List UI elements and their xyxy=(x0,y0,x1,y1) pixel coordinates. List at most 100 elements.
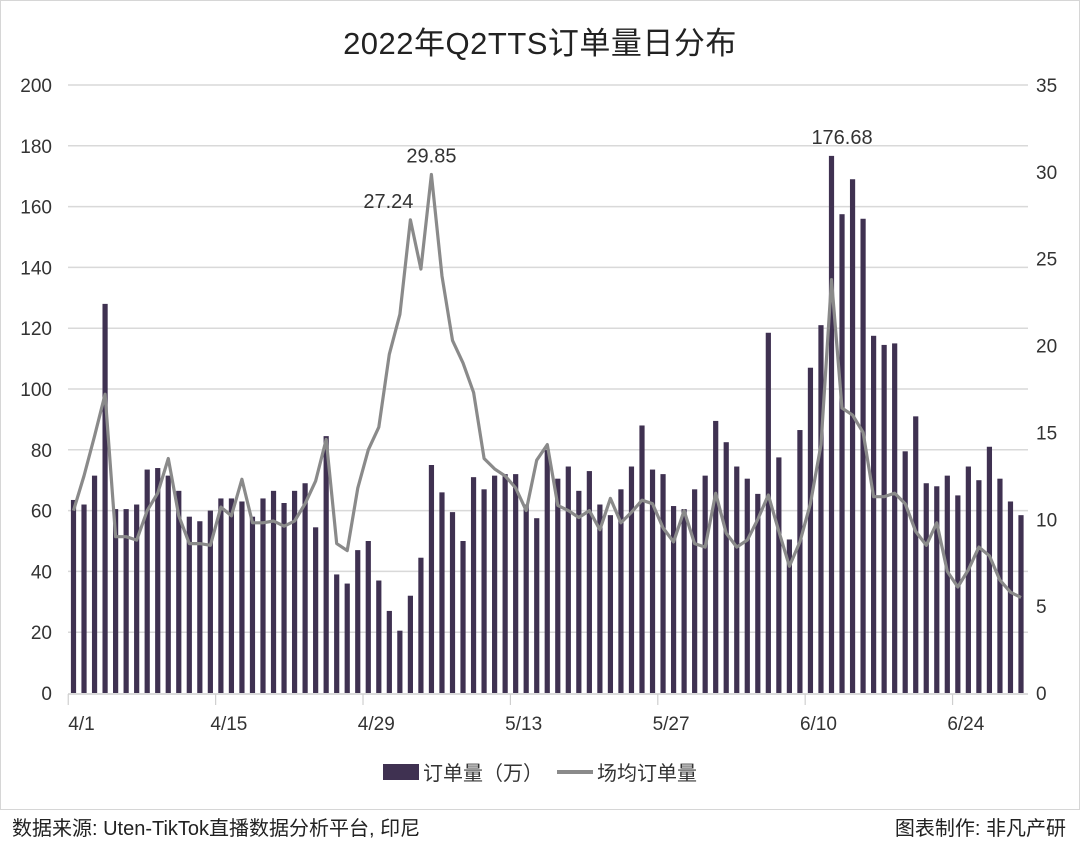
legend-label-avg-orders: 场均订单量 xyxy=(597,763,697,785)
data-label: 27.24 xyxy=(363,191,413,213)
bar xyxy=(249,516,256,693)
bar xyxy=(418,557,424,693)
bar xyxy=(618,489,624,693)
left-y-tick-label: 180 xyxy=(20,137,52,158)
data-annotations: 27.24 29.85 176.68 xyxy=(363,127,872,213)
bar xyxy=(639,425,645,693)
bar xyxy=(565,466,571,693)
bar xyxy=(976,480,982,693)
bar xyxy=(407,595,413,693)
bar xyxy=(207,510,213,693)
right-y-tick-label: 0 xyxy=(1036,684,1047,705)
bar xyxy=(597,504,603,693)
bar xyxy=(228,498,235,693)
right-y-tick-label: 35 xyxy=(1036,76,1057,97)
bar xyxy=(702,475,708,693)
chart-title: 2022年Q2TTS订单量日分布 xyxy=(343,26,737,61)
bar xyxy=(260,498,266,693)
bar xyxy=(449,512,456,693)
bar xyxy=(91,475,98,693)
bar xyxy=(902,451,908,693)
bar xyxy=(849,179,856,694)
bar xyxy=(544,449,550,693)
left-y-tick-label: 20 xyxy=(31,623,52,644)
bar xyxy=(397,630,403,693)
x-tick-label: 6/10 xyxy=(800,714,837,735)
bar xyxy=(807,367,814,693)
left-y-tick-label: 40 xyxy=(31,562,52,583)
bar xyxy=(176,490,182,693)
bar xyxy=(986,446,993,693)
bar xyxy=(270,490,277,693)
bar xyxy=(744,478,750,693)
bar xyxy=(344,583,350,693)
legend-item-orders: 订单量（万） xyxy=(383,757,543,786)
bar xyxy=(439,492,445,693)
bar xyxy=(755,493,761,693)
bar xyxy=(302,483,308,693)
x-axis: 4/1 4/15 4/29 5/13 5/27 6/10 6/24 xyxy=(67,693,1028,735)
bar xyxy=(934,486,940,693)
bar xyxy=(734,466,740,693)
bar xyxy=(502,474,508,693)
right-y-tick-label: 20 xyxy=(1036,337,1057,358)
bar xyxy=(470,477,477,693)
bar xyxy=(555,478,561,693)
bar xyxy=(239,501,245,693)
bar xyxy=(218,498,224,693)
bar xyxy=(860,218,866,693)
legend-item-avg-orders: 场均订单量 xyxy=(557,757,697,786)
data-label: 29.85 xyxy=(406,145,456,167)
bar xyxy=(839,214,845,693)
bar xyxy=(313,527,319,693)
bar xyxy=(523,504,529,693)
bar xyxy=(881,344,887,693)
x-tick-label: 4/15 xyxy=(210,714,247,735)
left-y-axis: 0 20 40 60 80 100 120 140 160 180 200 xyxy=(20,76,52,705)
left-y-tick-label: 80 xyxy=(31,441,52,462)
bar xyxy=(1018,515,1024,693)
right-y-tick-label: 25 xyxy=(1036,250,1057,271)
bar xyxy=(723,442,729,693)
bar xyxy=(586,471,592,693)
bar xyxy=(197,521,203,693)
data-source-note: 数据来源: Uten-TikTok直播数据分析平台, 印尼 xyxy=(12,818,421,840)
bar xyxy=(513,474,519,693)
bar-series-orders xyxy=(70,155,1024,694)
bar-swatch-icon xyxy=(383,763,419,780)
left-y-tick-label: 120 xyxy=(20,319,52,340)
bar xyxy=(428,465,435,693)
bar xyxy=(386,610,392,693)
bar xyxy=(281,503,287,693)
right-y-tick-label: 15 xyxy=(1036,423,1057,444)
bar xyxy=(818,325,824,693)
bar xyxy=(649,469,656,693)
x-tick-label: 5/27 xyxy=(653,714,690,735)
bar xyxy=(291,490,298,693)
bar xyxy=(765,332,771,693)
x-tick-label: 4/1 xyxy=(68,714,94,735)
right-y-tick-label: 30 xyxy=(1036,163,1057,184)
line-series-avg-orders xyxy=(71,172,1022,599)
bar xyxy=(628,466,635,693)
bar xyxy=(965,466,971,693)
right-y-tick-label: 10 xyxy=(1036,510,1057,531)
bar xyxy=(828,155,835,693)
x-tick-label: 6/24 xyxy=(947,714,984,735)
bar xyxy=(797,430,803,693)
bar xyxy=(944,475,950,693)
bar xyxy=(481,489,487,693)
bar xyxy=(492,475,498,693)
bar xyxy=(892,343,898,693)
bar xyxy=(334,574,340,693)
right-y-tick-label: 5 xyxy=(1036,597,1047,618)
chart-credit: 图表制作: 非凡产研 xyxy=(894,818,1066,840)
right-y-axis: 0 5 10 15 20 25 30 35 xyxy=(1036,76,1057,705)
avg-orders-line xyxy=(71,172,1022,599)
left-y-tick-label: 0 xyxy=(41,684,52,705)
bar xyxy=(534,518,540,693)
bar xyxy=(913,416,919,693)
bar xyxy=(786,539,792,693)
left-y-tick-label: 100 xyxy=(20,380,52,401)
